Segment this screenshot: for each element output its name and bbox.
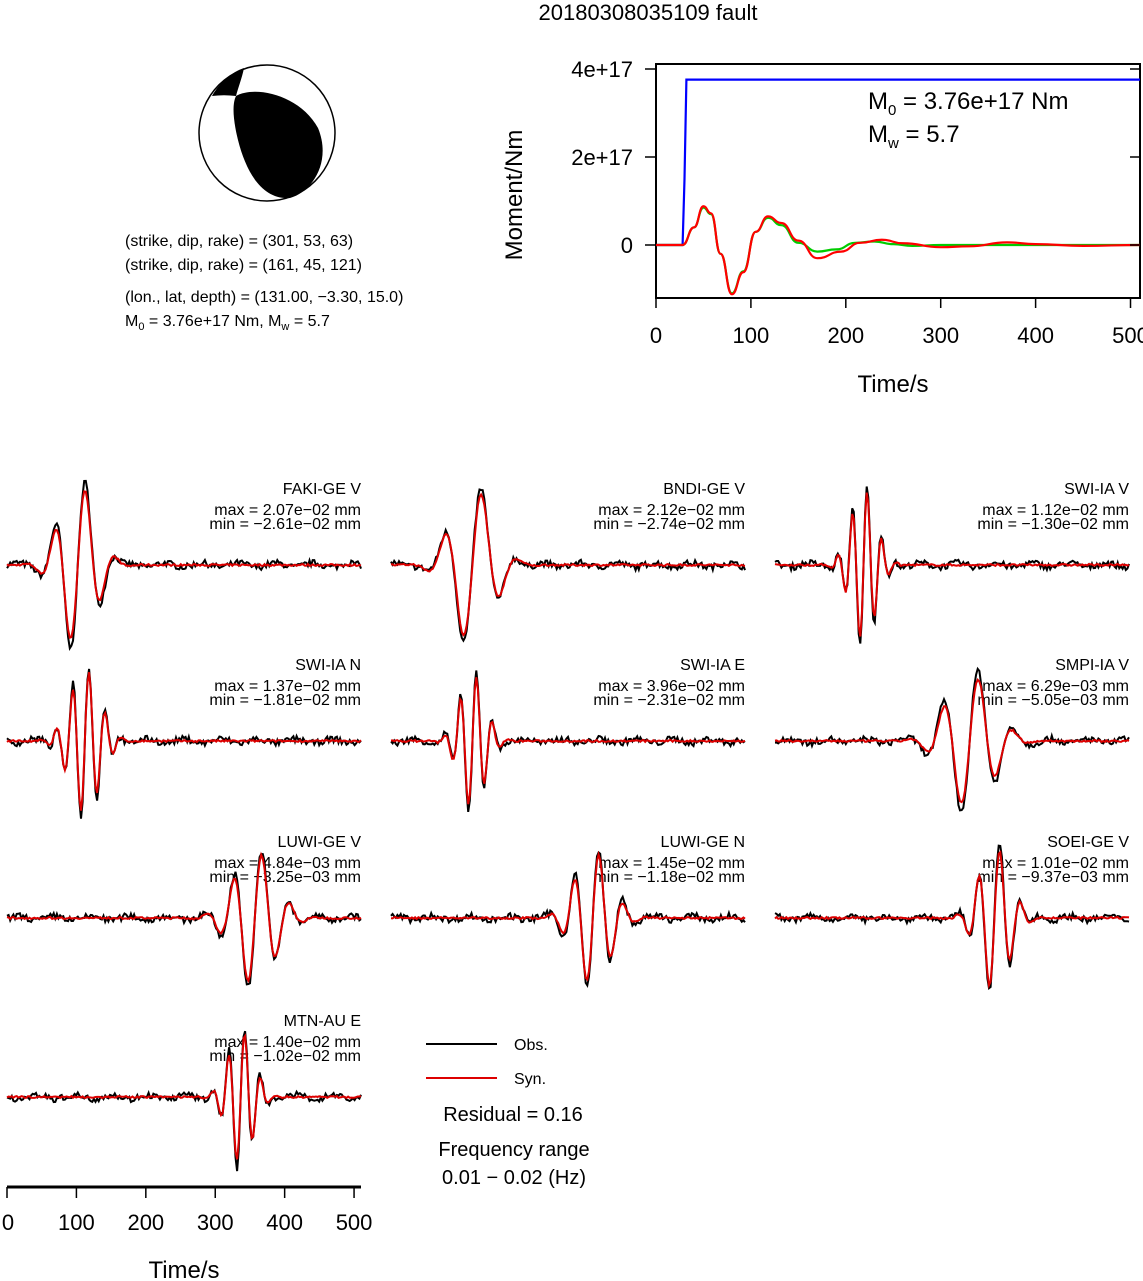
synthetic-trace — [774, 678, 1130, 804]
observed-trace — [6, 1030, 362, 1172]
station-max: max = 1.01e−02 mm — [982, 855, 1129, 872]
observed-trace — [774, 486, 1130, 644]
station-min: min = −1.18e−02 mm — [593, 869, 745, 886]
moment-xlabel: Time/s — [857, 371, 928, 398]
bottom-xtick-label: 400 — [266, 1210, 303, 1235]
moment-plot-frame — [655, 63, 1141, 299]
synthetic-trace — [390, 850, 746, 982]
station-max: max = 2.12e−02 mm — [598, 502, 745, 519]
moment-ytick-label: 2e+17 — [571, 145, 633, 170]
frequency-range-value: 0.01 − 0.02 (Hz) — [442, 1167, 586, 1189]
beachball-compressional-wedge — [212, 68, 244, 96]
bottom-xtick-label: 500 — [336, 1210, 373, 1235]
synthetic-trace — [774, 850, 1130, 990]
station-max: max = 1.12e−02 mm — [982, 502, 1129, 519]
moment-xtick-label: 200 — [827, 323, 864, 348]
mechanism-moment: M0 = 3.76e+17 Nm, Mw = 5.7 — [125, 313, 330, 333]
bottom-xtick-label: 0 — [2, 1210, 14, 1235]
moment-ytick-label: 0 — [621, 233, 633, 258]
bottom-time-axis: 0 100 200 300 400 500 — [2, 1185, 373, 1235]
station-max: max = 2.07e−02 mm — [214, 502, 361, 519]
station-min: min = −2.31e−02 mm — [593, 692, 745, 709]
moment-xtick-label: 300 — [922, 323, 959, 348]
station-name: BNDI-GE V — [663, 481, 745, 498]
station-max: max = 1.45e−02 mm — [598, 855, 745, 872]
moment-rate-red — [656, 205, 1141, 296]
legend: Obs. Syn. — [426, 1037, 548, 1088]
bottom-xtick-label: 100 — [58, 1210, 95, 1235]
station-min: min = −2.61e−02 mm — [209, 516, 361, 533]
beachball — [198, 64, 336, 202]
moment-ytick-label: 4e+17 — [571, 57, 633, 82]
station-max: max = 3.96e−02 mm — [598, 678, 745, 695]
station-min: min = −5.05e−03 mm — [977, 692, 1129, 709]
station-max: max = 4.84e−03 mm — [214, 855, 361, 872]
moment-mw-annotation: Mw = 5.7 — [868, 121, 960, 152]
station-max: max = 1.40e−02 mm — [214, 1034, 361, 1051]
moment-xtick-label: 0 — [650, 323, 662, 348]
station-max: max = 6.29e−03 mm — [982, 678, 1129, 695]
station-name: LUWI-GE N — [661, 834, 745, 851]
synthetic-trace — [6, 851, 362, 984]
synthetic-trace — [6, 490, 362, 640]
moment-curves — [656, 78, 1141, 296]
synthetic-trace — [6, 1033, 362, 1160]
mechanism-plane-2: (strike, dip, rake) = (161, 45, 121) — [125, 257, 362, 274]
station-name: LUWI-GE V — [277, 834, 361, 851]
legend-syn-label: Syn. — [514, 1071, 546, 1088]
residual-label: Residual = 0.16 — [443, 1104, 583, 1126]
bottom-xtick-label: 200 — [127, 1210, 164, 1235]
figure-title: 20180308035109 fault — [539, 0, 758, 25]
synthetic-trace — [774, 492, 1130, 637]
bottom-xtick-label: 300 — [197, 1210, 234, 1235]
synthetic-trace — [6, 672, 362, 811]
station-name: SMPI-IA V — [1055, 657, 1129, 674]
synthetic-trace — [390, 677, 746, 805]
legend-obs-label: Obs. — [514, 1037, 548, 1054]
beachball-compressional-lobe — [233, 91, 323, 199]
moment-m0-annotation: M0 = 3.76e+17 Nm — [868, 88, 1068, 119]
moment-ylabel: Moment/Nm — [501, 130, 528, 261]
moment-xtick-label: 400 — [1017, 323, 1054, 348]
bottom-axis-xlabel: Time/s — [148, 1257, 219, 1281]
station-min: min = −2.74e−02 mm — [593, 516, 745, 533]
synthetic-trace — [390, 492, 746, 637]
station-name: SOEI-GE V — [1047, 834, 1129, 851]
moment-xtick-label: 100 — [733, 323, 770, 348]
station-min: min = −1.02e−02 mm — [209, 1048, 361, 1065]
station-min: min = −1.30e−02 mm — [977, 516, 1129, 533]
frequency-range-label: Frequency range — [438, 1139, 589, 1161]
mechanism-plane-1: (strike, dip, rake) = (301, 53, 63) — [125, 233, 353, 250]
moment-xtick-label: 500 — [1112, 323, 1143, 348]
mechanism-location: (lon., lat, depth) = (131.00, −3.30, 15.… — [125, 289, 403, 306]
station-name: MTN-AU E — [284, 1013, 361, 1030]
station-name: SWI-IA N — [295, 657, 361, 674]
moment-rate-green — [656, 206, 1140, 295]
station-min: min = −9.37e−03 mm — [977, 869, 1129, 886]
moment-plot: 4e+17 2e+17 0 0 100 200 300 400 500 Moment/Nm Ti… — [501, 57, 1143, 398]
station-name: SWI-IA E — [680, 657, 745, 674]
station-min: min = −3.25e−03 mm — [209, 869, 361, 886]
station-name: SWI-IA V — [1064, 481, 1129, 498]
station-min: min = −1.81e−02 mm — [209, 692, 361, 709]
station-name: FAKI-GE V — [283, 481, 362, 498]
moment-axes: 4e+17 2e+17 0 0 100 200 300 400 500 — [571, 57, 1143, 348]
station-max: max = 1.37e−02 mm — [214, 678, 361, 695]
